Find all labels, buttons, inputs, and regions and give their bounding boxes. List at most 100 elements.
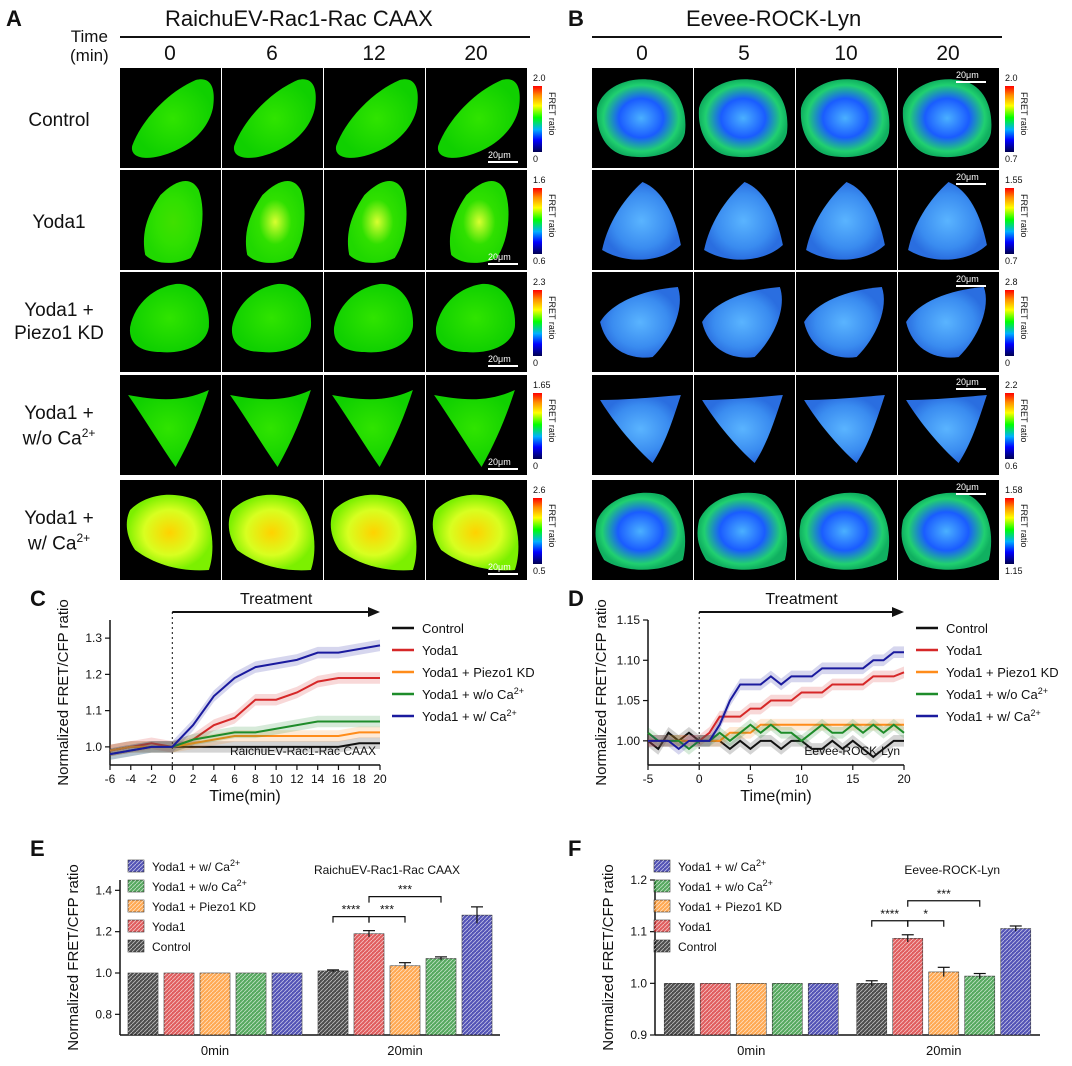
legend-label: Yoda1 xyxy=(152,920,186,934)
cell-shape xyxy=(600,287,680,358)
cell-shape xyxy=(126,494,213,571)
microscopy-image xyxy=(120,480,221,580)
cell-shape xyxy=(435,283,516,353)
microscopy-image xyxy=(898,170,999,270)
x-tick-label: 2 xyxy=(190,772,197,786)
cell-image xyxy=(804,287,884,358)
cell-shape xyxy=(245,180,305,263)
y-tick-label: 1.0 xyxy=(630,976,647,990)
cell-shape xyxy=(129,283,210,353)
y-tick-label: 1.00 xyxy=(617,734,641,748)
legend-label: Yoda1 + Piezo1 KD xyxy=(946,665,1059,680)
colorbar xyxy=(1005,290,1014,356)
microscopy-image xyxy=(426,68,527,168)
legend-label: Yoda1 xyxy=(946,643,982,658)
colorbar-min: 0.6 xyxy=(533,256,546,266)
panel-label-b: B xyxy=(568,6,584,31)
y-tick-label: 1.3 xyxy=(85,631,102,645)
significance-bracket xyxy=(332,916,370,923)
x-tick-label: 10 xyxy=(795,772,809,786)
colorbar-max: 2.8 xyxy=(1005,277,1018,287)
x-tick-label: 0 xyxy=(696,772,703,786)
legend-swatch-hatch xyxy=(654,920,670,932)
legend-swatch-hatch xyxy=(128,900,144,912)
cell-image xyxy=(437,79,520,158)
y-tick-label: 1.2 xyxy=(630,873,647,887)
cell-image xyxy=(804,395,885,463)
colorbar xyxy=(1005,498,1014,564)
superscript: 2+ xyxy=(237,878,247,888)
cell-shape xyxy=(804,287,884,358)
colorbar-min: 0 xyxy=(533,154,539,164)
cell-image xyxy=(228,494,315,571)
colorbar-min: 0 xyxy=(533,358,539,368)
cell-image xyxy=(432,494,519,571)
cell-shape xyxy=(332,390,413,467)
legend-swatch-hatch xyxy=(128,860,144,872)
cell-image xyxy=(901,492,992,570)
cell-shape xyxy=(230,390,311,467)
legend-label: Yoda1 + Piezo1 KD xyxy=(152,900,256,914)
legend-label: Yoda1 + w/o Ca2+ xyxy=(422,686,524,702)
legend-label: Yoda1 xyxy=(678,920,712,934)
significance-bracket xyxy=(871,920,909,927)
microscopy-image xyxy=(120,170,221,270)
cell-shape xyxy=(602,182,681,260)
panel-label-c: C xyxy=(30,586,46,611)
cell-shape xyxy=(228,494,315,571)
cell-shape xyxy=(806,182,885,260)
cell-image xyxy=(449,180,509,263)
microscopy-image xyxy=(898,375,999,475)
legend-label: Yoda1 + w/ Ca2+ xyxy=(678,858,766,874)
y-tick-label: 0.8 xyxy=(95,1007,112,1021)
condition-label-line1: Yoda1 + xyxy=(24,508,94,529)
legend-label: Yoda1 xyxy=(422,643,458,658)
colorbar xyxy=(533,290,542,356)
legend-swatch-hatch xyxy=(128,920,144,932)
microscopy-image xyxy=(898,68,999,168)
y-tick-label: 1.1 xyxy=(85,704,102,718)
cell-image xyxy=(245,180,305,263)
cell-shape xyxy=(330,494,417,571)
significance-label: **** xyxy=(342,903,361,917)
colorbar-min: 0.7 xyxy=(1005,154,1018,164)
cell-shape xyxy=(432,494,519,571)
scale-bar: 20μm xyxy=(956,377,986,390)
bar-hatch xyxy=(426,958,456,1035)
x-tick-label: 0 xyxy=(169,772,176,786)
scale-bar: 20μm xyxy=(956,70,986,83)
superscript: 2+ xyxy=(1038,686,1048,696)
time-point-label: 10 xyxy=(834,42,858,65)
legend-label: Yoda1 + w/ Ca2+ xyxy=(152,858,240,874)
x-tick-label: 6 xyxy=(231,772,238,786)
bar-hatch xyxy=(892,938,923,1035)
microscopy-image xyxy=(694,272,795,372)
cell-image xyxy=(233,79,316,158)
microscopy-image xyxy=(222,480,323,580)
series-line xyxy=(109,644,381,756)
microscopy-image xyxy=(898,480,999,580)
y-axis-label: Normalized FRET/CFP ratio xyxy=(600,864,617,1050)
cell-shape xyxy=(698,79,788,158)
microscopy-image xyxy=(796,272,897,372)
microscopy-image xyxy=(796,375,897,475)
scale-bar-label: 20μm xyxy=(956,482,979,492)
series-line xyxy=(647,723,905,751)
x-tick-label: 4 xyxy=(211,772,218,786)
chart-inset-label: RaichuEV-Rac1-Rac CAAX xyxy=(314,863,460,877)
significance-label: *** xyxy=(937,887,951,901)
series-error-band xyxy=(110,672,380,757)
scale-bar-label: 20μm xyxy=(956,70,979,80)
cell-image xyxy=(131,79,214,158)
superscript: 2+ xyxy=(76,530,91,545)
scale-bar-label: 20μm xyxy=(956,377,979,387)
x-category-label: 20min xyxy=(387,1043,422,1058)
panel-a-title: RaichuEV-Rac1-Rac CAAX xyxy=(165,6,433,31)
time-point-label: 0 xyxy=(636,42,648,65)
colorbar-max: 2.0 xyxy=(1005,73,1018,83)
condition-label-line2: w/ Ca2+ xyxy=(27,530,91,555)
cell-shape xyxy=(906,287,986,358)
series-error-band xyxy=(110,639,380,760)
legend-swatch-hatch xyxy=(654,860,670,872)
